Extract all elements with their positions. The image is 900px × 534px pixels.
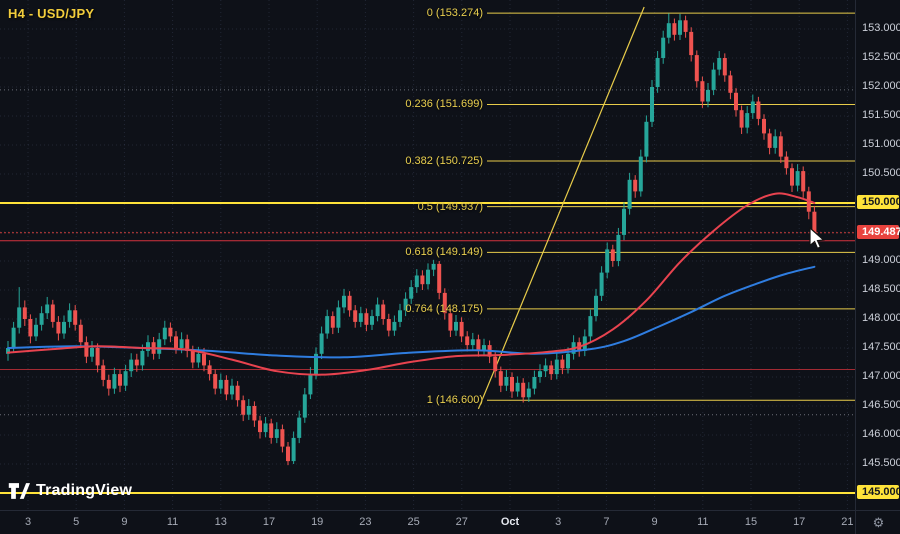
price-axis-label: 150.500 bbox=[862, 167, 900, 179]
fib-retracement-layer bbox=[487, 12, 855, 401]
gear-icon[interactable]: ⚙ bbox=[872, 515, 885, 530]
candles-series bbox=[6, 13, 817, 466]
price-axis-label: 147.000 bbox=[862, 370, 900, 382]
time-axis-label: 13 bbox=[214, 516, 227, 528]
price-axis-label: 153.000 bbox=[862, 22, 900, 34]
time-axis-label: 19 bbox=[311, 516, 324, 528]
axis-settings-corner[interactable]: ⚙ bbox=[855, 510, 900, 534]
price-axis-label: 146.500 bbox=[862, 399, 900, 411]
fib-level-label: 0.236 (151.699) bbox=[405, 98, 483, 111]
price-axis-label: 152.500 bbox=[862, 51, 900, 63]
time-axis-label: 21 bbox=[841, 516, 854, 528]
price-axis-label: 151.000 bbox=[862, 138, 900, 150]
tradingview-logo-icon bbox=[8, 483, 30, 499]
ma-red-line bbox=[7, 192, 816, 376]
fib-level-label: 0.618 (149.149) bbox=[405, 246, 483, 259]
fib-level-label: 0.764 (148.175) bbox=[405, 302, 483, 315]
price-axis-label: 148.500 bbox=[862, 283, 900, 295]
time-axis-label: 25 bbox=[407, 516, 420, 528]
time-axis-label: 5 bbox=[73, 516, 80, 528]
price-level-badge: 150.000 bbox=[857, 195, 900, 209]
price-axis-label: 149.000 bbox=[862, 254, 900, 266]
time-axis-label: 9 bbox=[651, 516, 658, 528]
time-axis-label: 27 bbox=[455, 516, 468, 528]
price-axis-label: 146.000 bbox=[862, 428, 900, 440]
dotted-lines-layer bbox=[0, 89, 855, 416]
tradingview-watermark: TradingView bbox=[8, 481, 132, 501]
tradingview-logo-text: TradingView bbox=[36, 482, 133, 499]
fib-level-label: 0.382 (150.725) bbox=[405, 154, 483, 167]
price-axis-label: 145.500 bbox=[862, 457, 900, 469]
price-axis[interactable]: 153.000 152.500 152.000 151.500 151.000 150.5… bbox=[855, 0, 900, 510]
time-axis-label: 11 bbox=[166, 516, 179, 528]
time-axis-label: 11 bbox=[697, 516, 709, 528]
time-axis-label: 17 bbox=[262, 516, 276, 528]
price-axis-label: 148.000 bbox=[862, 312, 900, 324]
grid-layer bbox=[0, 0, 855, 510]
price-axis-label: 151.500 bbox=[862, 109, 900, 121]
time-axis[interactable]: 3 5 9 11 13 17 19 23 25 27 Oct 3 7 9 11 15 17 21 bbox=[0, 510, 855, 534]
price-level-lines bbox=[0, 202, 855, 494]
symbol-title: H4 - USD/JPY bbox=[8, 6, 95, 21]
time-axis-label: 15 bbox=[744, 516, 758, 528]
fib-level-label: 0 (153.274) bbox=[426, 7, 483, 20]
time-axis-label: 23 bbox=[359, 516, 372, 528]
time-axis-label: 3 bbox=[555, 516, 562, 528]
time-axis-label: 9 bbox=[121, 516, 128, 528]
fib-level-label: 0.5 (149.937) bbox=[417, 200, 483, 213]
price-axis-label: 147.500 bbox=[862, 341, 900, 353]
fib-level-label: 1 (146.600) bbox=[426, 394, 483, 407]
mouse-cursor bbox=[809, 227, 826, 250]
price-axis-label: 152.000 bbox=[862, 80, 900, 92]
time-axis-label: 3 bbox=[24, 516, 32, 528]
chart-canvas[interactable] bbox=[0, 0, 855, 510]
last-price-badge: 149.487 bbox=[857, 224, 900, 239]
time-axis-label: 17 bbox=[793, 516, 806, 528]
price-level-badge: 145.000 bbox=[857, 485, 900, 499]
time-axis-label: Oct bbox=[500, 516, 520, 528]
trendline[interactable] bbox=[477, 6, 645, 410]
time-axis-label: 7 bbox=[603, 516, 610, 528]
